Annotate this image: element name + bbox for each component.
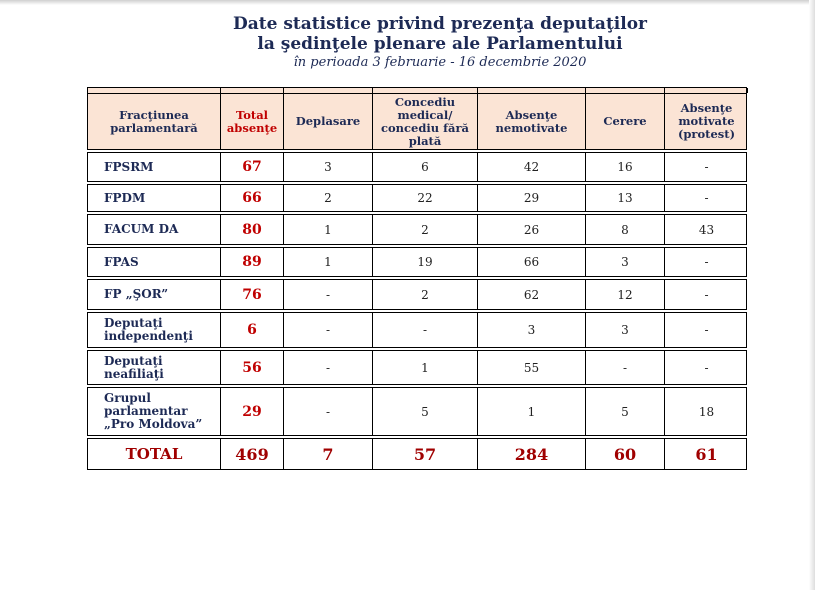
table-cell: 8 — [586, 215, 665, 244]
viewer-scroll-edge[interactable] — [809, 0, 815, 590]
table-cell: - — [586, 351, 665, 384]
page-title-line2: la şedinţele plenare ale Parlamentului — [257, 34, 623, 54]
table-cell: 5 — [373, 388, 478, 435]
table-cell: 6 — [373, 153, 478, 181]
table-cell: 66 — [478, 248, 586, 276]
total-cell: 57 — [373, 439, 478, 469]
table-cell: 1 — [284, 248, 373, 276]
table-cell: - — [704, 360, 709, 375]
table-cell: 42 — [478, 153, 586, 181]
faction-name: FP „ŞOR” — [88, 280, 221, 309]
header-faction: Fracţiunea parlamentară — [88, 94, 221, 149]
table-cell: 5 — [586, 388, 665, 435]
table-cell: - — [284, 388, 373, 435]
header-deplasare: Deplasare — [284, 94, 373, 149]
faction-name: FPSRM — [88, 153, 221, 181]
table-row: FP „ŞOR” 76-2 62 12- — [87, 279, 747, 310]
faction-name: FACUM DA — [88, 215, 221, 244]
table-cell: 66 — [221, 185, 284, 211]
total-cell: 60 — [586, 439, 665, 469]
table-row: FPDM 66 2 22 29 13- — [87, 184, 747, 212]
total-row: TOTAL 469 7 57 284 60 61 — [87, 438, 747, 470]
header-protest: Absenţe motivate (protest) — [677, 101, 736, 141]
table-cell: 80 — [221, 215, 284, 244]
viewer-top-edge — [0, 0, 815, 5]
table-row: FACUM DA 80 1 2 26 8 43 — [87, 214, 747, 245]
table-cell: 1 — [373, 351, 478, 384]
table-cell: 3 — [586, 248, 665, 276]
table-cell: 13 — [586, 185, 665, 211]
total-cell: 284 — [478, 439, 586, 469]
table-header-row: Fracţiunea parlamentară Total absenţe De… — [87, 93, 747, 150]
total-label: TOTAL — [88, 439, 221, 469]
faction-name: Deputaţi neafiliaţi — [88, 351, 221, 384]
table-cell: - — [284, 313, 373, 347]
total-cell: 61 — [695, 444, 718, 464]
table-cell: 29 — [221, 388, 284, 435]
table-cell: 2 — [373, 215, 478, 244]
table-cell: 26 — [478, 215, 586, 244]
table-cell: 3 — [284, 153, 373, 181]
faction-name: Grupul parlamentar „Pro Moldova” — [88, 388, 221, 435]
header-cerere: Cerere — [586, 94, 665, 149]
faction-name: Deputaţi independenţi — [88, 313, 221, 347]
table-cell: - — [704, 323, 709, 337]
table-cell: 1 — [284, 215, 373, 244]
table-cell: 55 — [478, 351, 586, 384]
table-row: Deputaţi neafiliaţi 56-1 55- - — [87, 350, 747, 385]
table-row: FPSRM 67 3 6 42 16 - — [87, 152, 747, 182]
faction-name: FPAS — [88, 248, 221, 276]
table-row: Deputaţi independenţi 6- -3 3- — [87, 312, 747, 348]
table-row: FPAS 89 1 19 66 3 - — [87, 247, 747, 277]
table-cell: - — [704, 255, 709, 269]
total-cell: 469 — [221, 439, 284, 469]
table-cell: 76 — [221, 280, 284, 309]
table-cell: 56 — [221, 351, 284, 384]
table-cell: 3 — [478, 313, 586, 347]
statistics-table: Fracţiunea parlamentară Total absenţe De… — [87, 87, 748, 472]
page-subtitle: în perioada 3 februarie - 16 decembrie 2… — [293, 55, 587, 70]
table-cell: 29 — [478, 185, 586, 211]
table-cell: 22 — [373, 185, 478, 211]
faction-name: FPDM — [88, 185, 221, 211]
page-title-line1: Date statistice privind prezenţa deputaţ… — [232, 14, 648, 34]
table-cell: 62 — [478, 280, 586, 309]
table-cell: - — [704, 287, 709, 302]
header-concediu: Concediu medical/ concediu fără plată — [373, 94, 478, 149]
table-cell: - — [373, 313, 478, 347]
table-cell: 19 — [373, 248, 478, 276]
table-cell: 3 — [586, 313, 665, 347]
table-cell: 6 — [221, 313, 284, 347]
table-cell: 1 — [478, 388, 586, 435]
table-cell: - — [284, 351, 373, 384]
table-cell: 18 — [698, 404, 715, 419]
table-cell: 16 — [586, 153, 665, 181]
table-cell: - — [704, 191, 709, 205]
table-cell: 67 — [221, 153, 284, 181]
header-total: Total absenţe — [221, 94, 284, 149]
table-row: Grupul parlamentar „Pro Moldova” 29-5 1 5 18 — [87, 387, 747, 436]
header-nemotivate: Absenţe nemotivate — [478, 94, 586, 149]
table-cell: - — [704, 160, 709, 174]
table-cell: 2 — [373, 280, 478, 309]
table-cell: 89 — [221, 248, 284, 276]
total-cell: 7 — [284, 439, 373, 469]
table-cell: - — [284, 280, 373, 309]
header-strip — [87, 87, 748, 93]
table-cell: 12 — [586, 280, 665, 309]
table-cell: 43 — [698, 222, 715, 237]
table-cell: 2 — [284, 185, 373, 211]
